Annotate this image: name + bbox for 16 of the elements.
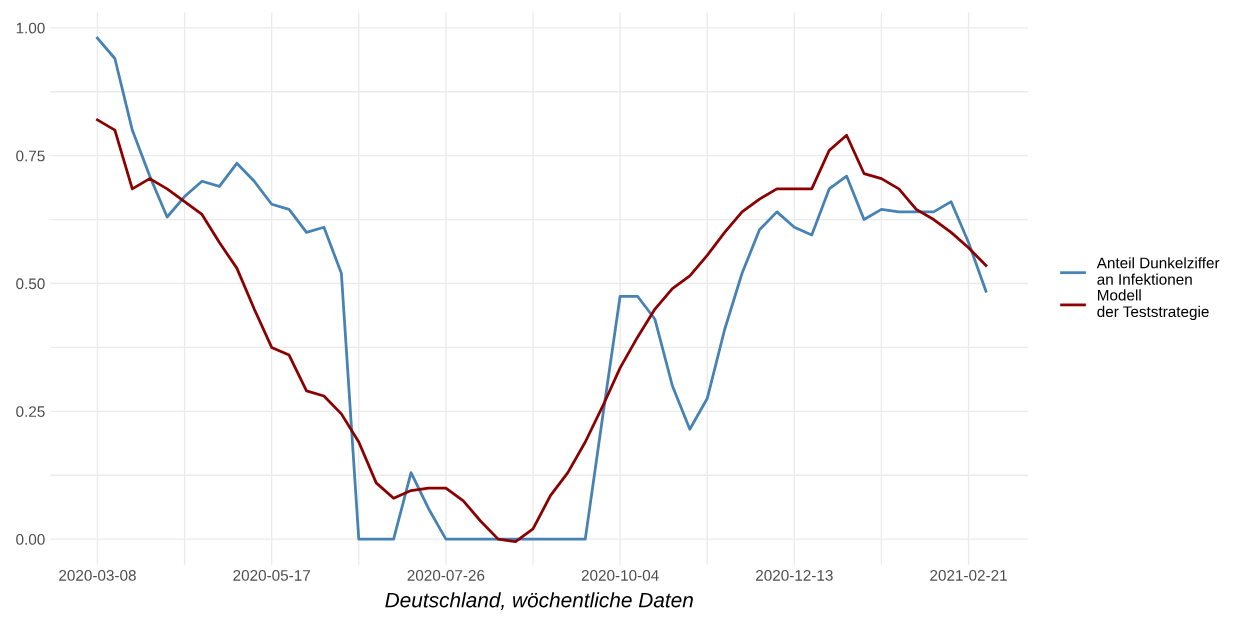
y-tick-label: 0.75: [16, 150, 45, 162]
x-tick-label: 2020-05-17: [233, 569, 310, 581]
x-tick-label: 2020-12-13: [756, 569, 833, 581]
y-tick-label: 0.25: [16, 406, 45, 418]
x-tick-label: 2020-07-26: [407, 569, 485, 581]
x-axis-title: Deutschland, wöchentliche Daten: [385, 592, 693, 610]
legend-label: Anteil Dunkelziffer an Infektionen: [1096, 257, 1220, 285]
y-tick-label: 1.00: [16, 22, 45, 34]
legend-label: Modell der Teststrategie: [1097, 289, 1209, 321]
x-tick-label: 2020-03-08: [59, 569, 136, 581]
y-tick-label: 0.50: [16, 278, 45, 290]
line-series: [96, 118, 988, 544]
line-series: [96, 36, 988, 541]
x-tick-label: 2021-02-21: [930, 569, 1007, 581]
x-tick-label: 2020-10-04: [581, 569, 659, 581]
y-tick-label: 0.00: [16, 534, 45, 545]
